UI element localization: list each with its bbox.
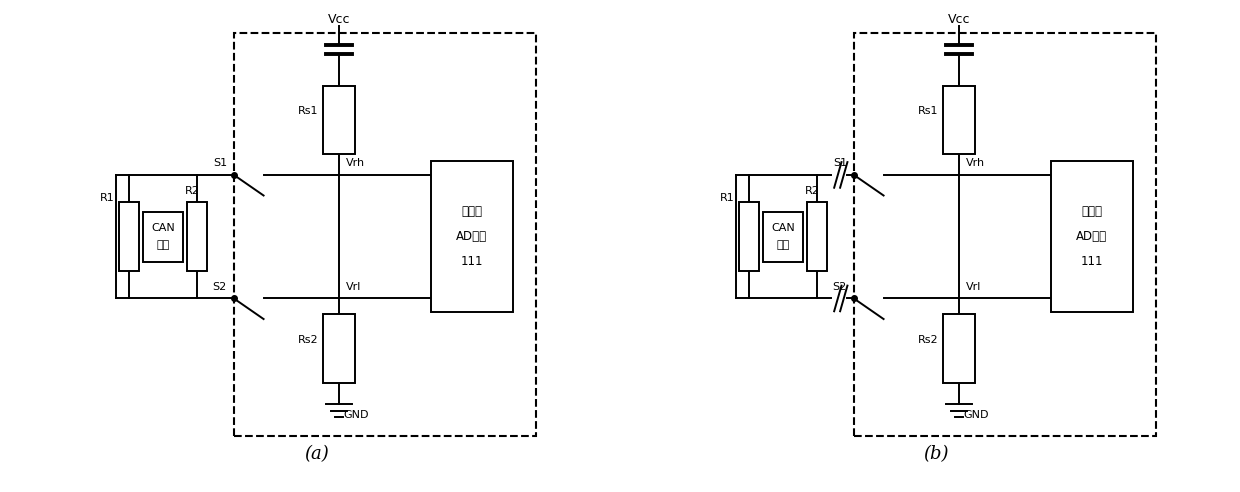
Text: Rs2: Rs2 [298, 335, 319, 344]
Text: (a): (a) [304, 445, 329, 463]
Text: Vrh: Vrh [966, 158, 985, 168]
Text: CAN: CAN [771, 223, 795, 233]
Text: Vrl: Vrl [966, 282, 981, 292]
Text: Vcc: Vcc [947, 13, 971, 26]
Bar [119, 202, 139, 271]
Bar [144, 212, 182, 262]
Text: 111: 111 [1080, 255, 1104, 268]
Text: S1: S1 [213, 158, 227, 168]
Text: Rs1: Rs1 [918, 106, 939, 116]
Bar [430, 161, 513, 312]
Bar [324, 86, 355, 154]
Text: AD模块: AD模块 [456, 230, 487, 243]
Bar [187, 202, 207, 271]
Text: GND: GND [343, 410, 370, 420]
Text: 总线: 总线 [776, 240, 790, 250]
Text: 111: 111 [460, 255, 484, 268]
Text: Vcc: Vcc [327, 13, 351, 26]
Text: CAN: CAN [151, 223, 175, 233]
Text: (b): (b) [924, 445, 949, 463]
Text: AD模块: AD模块 [1076, 230, 1107, 243]
Text: S2: S2 [833, 282, 847, 292]
Text: 单片机: 单片机 [1081, 205, 1102, 218]
Bar [807, 202, 827, 271]
Text: Vrh: Vrh [346, 158, 365, 168]
Text: 单片机: 单片机 [461, 205, 482, 218]
Text: 总线: 总线 [156, 240, 170, 250]
Bar [944, 86, 975, 154]
Text: R2: R2 [805, 186, 820, 196]
Bar [324, 314, 355, 383]
Bar [944, 314, 975, 383]
Text: R1: R1 [99, 193, 114, 203]
Text: S2: S2 [213, 282, 227, 292]
Text: S1: S1 [833, 158, 847, 168]
Text: Rs2: Rs2 [918, 335, 939, 344]
Text: Vrl: Vrl [346, 282, 361, 292]
Bar [764, 212, 802, 262]
Text: GND: GND [963, 410, 990, 420]
Text: Rs1: Rs1 [298, 106, 319, 116]
Bar [1050, 161, 1133, 312]
Text: R1: R1 [719, 193, 734, 203]
Text: R2: R2 [185, 186, 200, 196]
Bar [739, 202, 759, 271]
